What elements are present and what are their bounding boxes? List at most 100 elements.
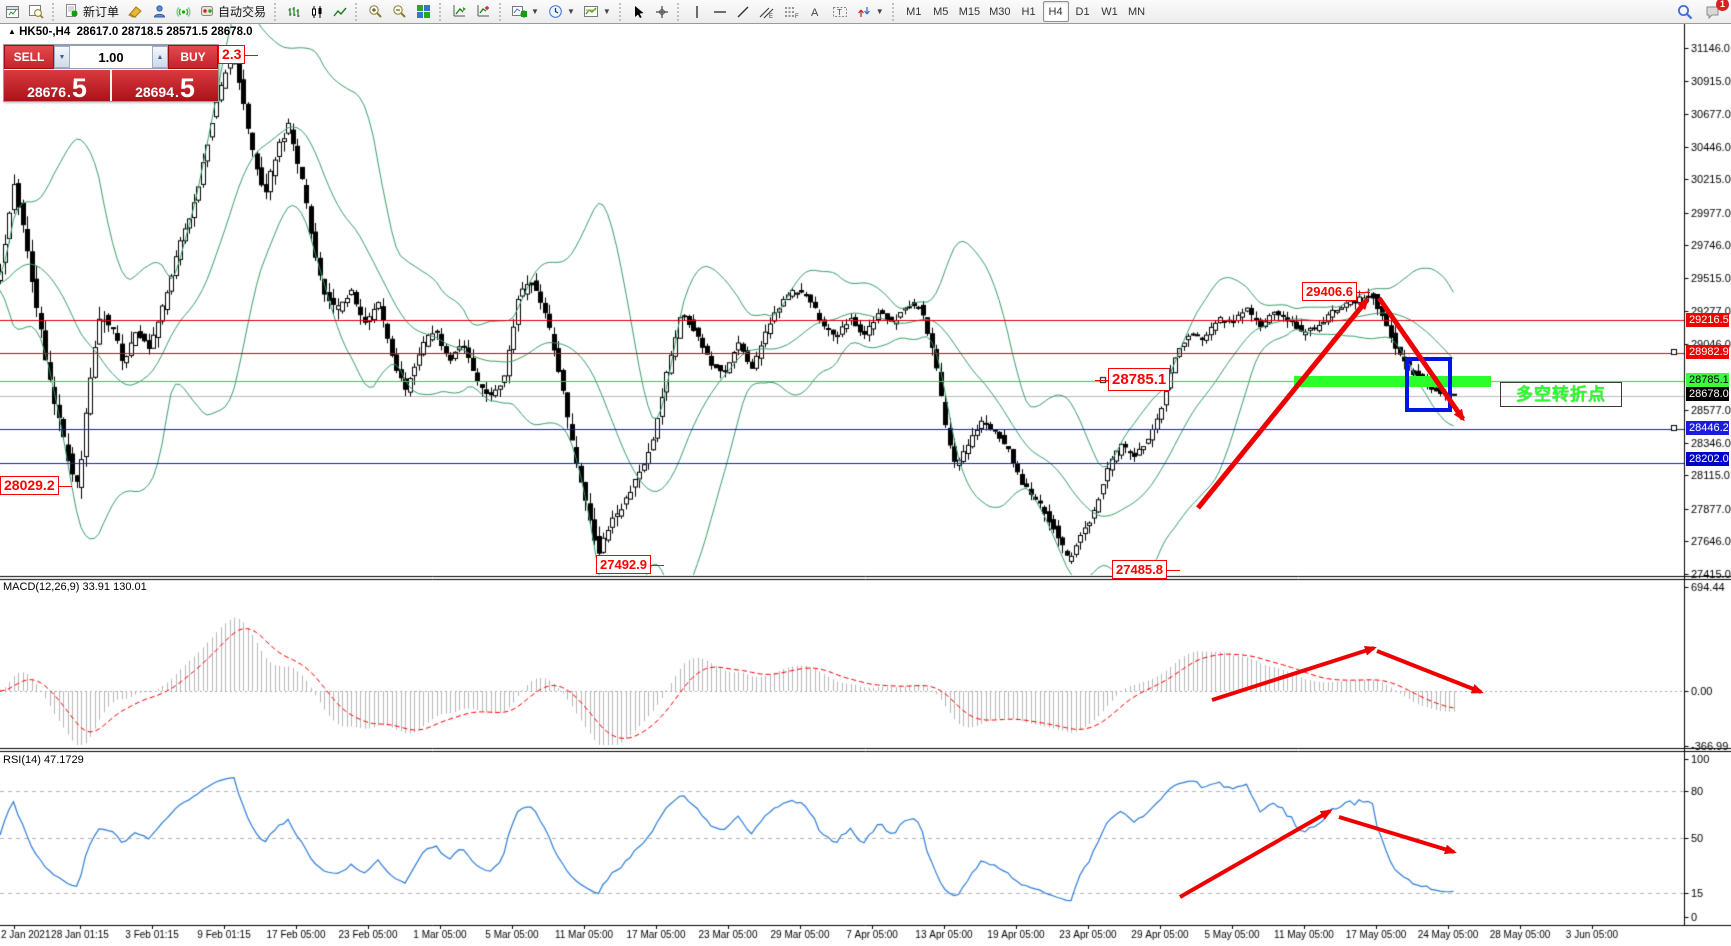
periods-icon [548,4,563,19]
sell-price-display[interactable]: 28676. 5 [4,70,110,102]
auto-arrange-icon [452,4,467,19]
trendline-button[interactable] [732,1,754,22]
price-label-clipped[interactable]: 2.3 [218,45,259,64]
text-button[interactable]: A [805,1,827,22]
price-chart-canvas[interactable] [0,24,1731,946]
axis-badge-28982: 28982.9 [1686,345,1729,359]
notification-badge: 1 [1716,0,1729,11]
community-button[interactable] [148,1,171,22]
label-icon: T [832,5,848,19]
macd-label: MACD(12,26,9) 33.91 130.01 [3,581,147,593]
notifications-button[interactable]: 1 [1701,0,1729,22]
trendline-icon [736,5,750,19]
chart-window-icon [6,5,20,19]
green-support-zone[interactable] [1294,376,1491,387]
new-chart-button[interactable] [2,1,24,22]
horizontal-line-button[interactable] [709,1,731,22]
chart-workspace: ▲ HK50-,H4 28617.0 28718.5 28571.5 28678… [0,24,1731,946]
auto-trading-label: 自动交易 [218,5,267,19]
channel-icon: E [759,5,775,19]
eraser-button[interactable] [124,1,147,22]
toolbar-separator [274,2,279,21]
chart-profiles-button[interactable] [25,1,48,22]
channel-button[interactable]: E [755,1,779,22]
zoom-in-button[interactable] [364,1,387,22]
chevron-down-icon: ▼ [602,7,611,16]
periods-button[interactable]: ▼ [544,1,579,22]
turning-point-note[interactable]: 多空转折点 [1500,382,1622,407]
timeframe-m5-button[interactable]: M5 [933,5,949,18]
zoom-out-button[interactable] [388,1,411,22]
fibonacci-button[interactable]: F [780,1,804,22]
axis-badge-28202: 28202.0 [1686,452,1729,466]
timeframe-d1-button[interactable]: D1 [1075,5,1090,18]
crosshair-button[interactable] [651,1,673,22]
vertical-line-icon [691,5,703,19]
cursor-icon [632,5,646,19]
search-button[interactable] [1673,1,1697,22]
price-label-27485[interactable]: 27485.8 [1112,560,1180,579]
label-tick [1095,379,1109,381]
price-label-27492[interactable]: 27492.9 [596,555,664,574]
bar-chart-button[interactable] [283,1,305,22]
price-label-28785[interactable]: 28785.1 [1095,368,1171,391]
new-order-button[interactable]: 新订单 [61,1,123,22]
axis-badge-29216: 29216.5 [1686,313,1729,327]
ohlc-low: 28571.5 [166,26,208,38]
chevron-down-icon: ▼ [566,7,575,16]
auto-trading-icon [200,4,215,19]
timeframe-mn-button[interactable]: MN [1127,5,1146,18]
candlestick-icon [310,5,324,19]
timeframe-m1-button[interactable]: M1 [906,5,922,18]
timeframe-m15-button[interactable]: M15 [958,5,981,18]
toolbar-separator [676,2,682,21]
bar-chart-icon [287,5,301,19]
blue-consolidation-box[interactable] [1405,357,1452,412]
svg-text:E: E [769,14,773,19]
toolbar-separator [355,2,360,21]
macd-signal-value: 130.01 [113,581,147,593]
arrows-button[interactable]: ▼ [853,1,888,22]
auto-arrange-button[interactable] [448,1,471,22]
expert-advisor-icon [152,4,167,19]
timeframe-m30-button[interactable]: M30 [989,5,1011,18]
sell-button[interactable]: SELL [4,45,54,69]
signals-icon [176,4,191,19]
window-magnifier-icon [29,4,44,19]
zoom-out-icon [392,4,407,19]
timeframe-h1-button[interactable]: H1 [1021,5,1036,18]
scale-fix-icon [476,4,491,19]
tile-windows-button[interactable] [412,1,435,22]
symbol-triangle-icon: ▲ [8,27,16,36]
new-order-label: 新订单 [83,5,120,19]
signals-button[interactable] [172,1,195,22]
horizontal-line-icon [713,6,727,18]
vertical-line-button[interactable] [686,1,708,22]
line-chart-button[interactable] [329,1,351,22]
tile-windows-icon [416,4,431,19]
volume-increase-button[interactable]: ▲ [152,46,168,68]
volume-decrease-button[interactable]: ▼ [54,46,70,68]
toolbar-separator [439,2,444,21]
cursor-button[interactable] [628,1,650,22]
label-tick [1166,569,1180,571]
buy-price-display[interactable]: 28694. 5 [112,70,218,102]
price-label-28029[interactable]: 28029.2 [0,476,72,495]
timeframe-h4-button[interactable]: H4 [1042,1,1069,22]
rsi-label: RSI(14) 47.1729 [3,754,84,766]
buy-button[interactable]: BUY [168,45,218,69]
candlestick-button[interactable] [306,1,328,22]
line-chart-icon [333,5,347,19]
label-button[interactable]: T [828,1,852,22]
toolbar-separator [891,2,897,21]
volume-input[interactable]: 1.00 [70,46,152,68]
toolbar-separator [618,2,624,21]
indicators-icon [512,4,528,19]
scale-fix-button[interactable] [472,1,495,22]
templates-button[interactable]: ▼ [580,1,615,22]
indicators-button[interactable]: ▼ [508,1,543,22]
auto-trading-button[interactable]: 自动交易 [196,1,270,22]
price-label-29406[interactable]: 29406.6 [1302,282,1370,301]
timeframe-w1-button[interactable]: W1 [1101,5,1118,18]
